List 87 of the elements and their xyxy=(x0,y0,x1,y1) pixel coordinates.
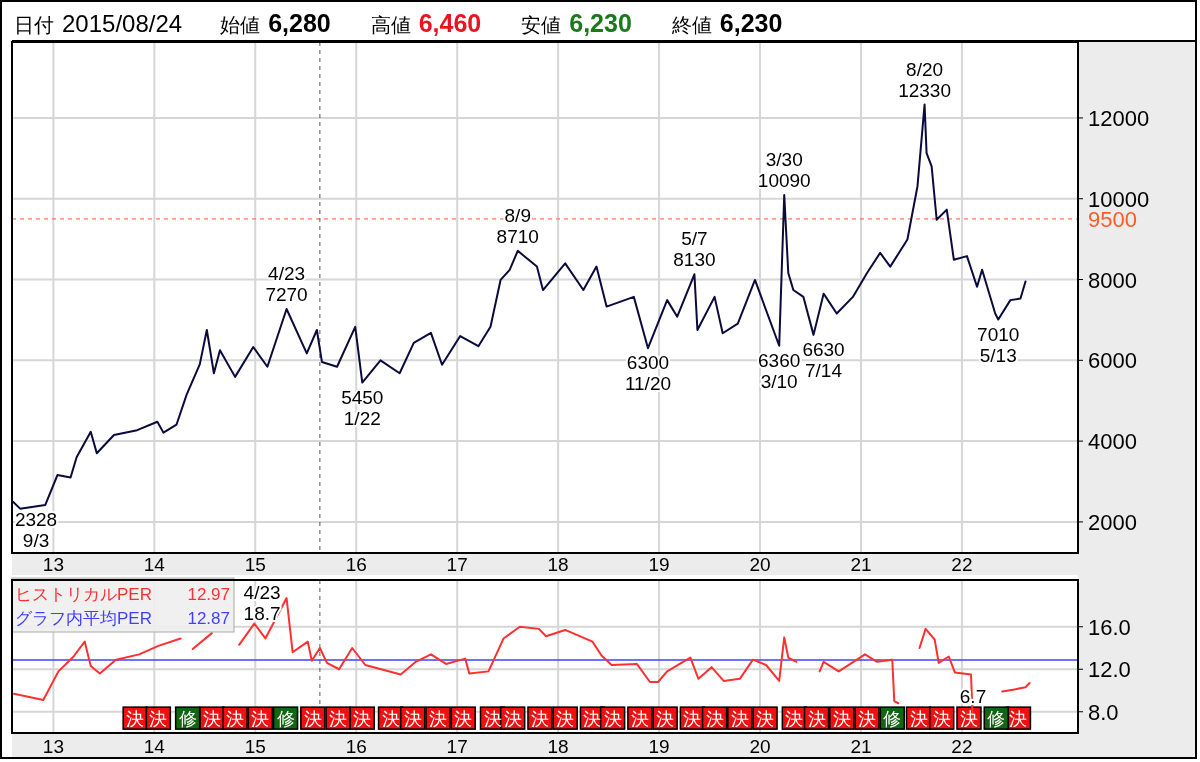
annotation: 決 xyxy=(556,709,575,730)
annotation: 決 xyxy=(858,709,877,730)
annotation: 修 xyxy=(987,709,1006,730)
annotation: 決 xyxy=(381,709,400,730)
text: 高値 xyxy=(370,14,411,36)
y-tick-label: 2000 xyxy=(1088,509,1137,535)
annotation: 決 xyxy=(959,709,978,730)
annotation: 7010 5/13 xyxy=(977,323,1020,366)
x-tick-label: 14 xyxy=(143,554,166,575)
annotation: 決 xyxy=(403,709,422,730)
y-tick-label: 6000 xyxy=(1088,348,1137,374)
text: 6,230 xyxy=(719,9,783,37)
y-tick-label: 16.0 xyxy=(1088,614,1131,640)
annotation: 決 xyxy=(530,709,549,730)
annotation: 5/7 8130 xyxy=(673,228,716,271)
x-tick-label: 18 xyxy=(547,736,569,757)
annotation: 決 xyxy=(730,709,749,730)
annotation: 決 xyxy=(807,709,826,730)
annotation: 決 xyxy=(656,709,675,730)
annotation: 決 xyxy=(1009,709,1028,730)
annotation: 決 xyxy=(932,709,951,730)
annotation: 決 xyxy=(226,709,245,730)
x-tick-label: 15 xyxy=(244,736,266,757)
annotation: 決 xyxy=(429,709,447,730)
x-tick-label: 16 xyxy=(345,736,367,757)
text: 終値 xyxy=(670,14,712,36)
x-tick-label: 16 xyxy=(345,554,367,575)
x-tick-label: 13 xyxy=(42,554,64,575)
annotation: 修 xyxy=(178,709,197,730)
text: 日付 xyxy=(14,14,54,36)
annotation: 4/23 7270 xyxy=(265,263,308,306)
x-tick-label: 15 xyxy=(244,554,266,575)
annotation: 決 xyxy=(251,709,270,730)
text: 6,280 xyxy=(268,9,331,37)
text: ヒストリカルPER xyxy=(15,585,152,604)
y-tick-label: 12.0 xyxy=(1088,657,1131,683)
y-tick-label: 8000 xyxy=(1088,267,1137,293)
text: 6,460 xyxy=(418,9,482,37)
y-tick-label: 8.0 xyxy=(1088,699,1119,725)
x-tick-label: 22 xyxy=(951,736,973,757)
y-tick-label: 4000 xyxy=(1088,429,1137,455)
annotation: 決 xyxy=(705,709,724,730)
x-tick-label: 20 xyxy=(749,554,771,575)
annotation: 6630 7/14 xyxy=(802,338,845,381)
text: 安値 xyxy=(521,14,562,36)
annotation: 6360 3/10 xyxy=(758,349,801,392)
annotation: 決 xyxy=(149,709,168,730)
annotation: 決 xyxy=(503,709,522,730)
x-tick-label: 19 xyxy=(648,736,670,757)
annotation: 決 xyxy=(126,709,145,730)
text: 2015/08/24 xyxy=(62,10,183,37)
x-tick-label: 13 xyxy=(42,736,64,757)
annotation: 修 xyxy=(276,709,295,730)
annotation: 決 xyxy=(202,709,221,730)
x-tick-label: 17 xyxy=(446,554,468,575)
text: 始値 xyxy=(220,14,261,36)
annotation: 決 xyxy=(329,709,348,730)
text: 6,230 xyxy=(569,9,632,37)
annotation: 8/9 8710 xyxy=(496,204,539,247)
annotation: 決 xyxy=(832,709,851,730)
x-tick-label: 21 xyxy=(850,554,872,575)
annotation: 3/30 10090 xyxy=(757,149,811,192)
ref-line-label: グラフ内平均PER xyxy=(15,609,152,628)
x-tick-label: 18 xyxy=(547,554,569,575)
x-tick-label: 19 xyxy=(648,554,670,575)
x-tick-label: 22 xyxy=(951,554,973,575)
x-tick-label: 14 xyxy=(143,736,166,757)
annotation: 決 xyxy=(603,709,622,730)
annotation: 12.97 xyxy=(187,585,230,604)
annotation: 決 xyxy=(785,709,804,730)
annotation: 12.87 xyxy=(187,609,230,628)
x-tick-label: 21 xyxy=(850,736,872,757)
annotation: 決 xyxy=(909,709,928,730)
x-tick-label: 20 xyxy=(749,736,771,757)
annotation: 2328 9/3 xyxy=(14,509,58,551)
annotation: 5450 1/22 xyxy=(341,386,384,429)
annotation: 8/20 12330 xyxy=(898,58,951,101)
x-tick-label: 17 xyxy=(446,736,468,757)
annotation: 決 xyxy=(683,709,702,730)
annotation: 修 xyxy=(883,709,902,730)
annotation: 決 xyxy=(756,709,775,730)
annotation: 決 xyxy=(303,709,322,730)
annotation: 決 xyxy=(353,709,372,730)
annotation: 6300 11/20 xyxy=(624,352,672,395)
annotation: 決 xyxy=(454,709,473,730)
y-tick-label: 12000 xyxy=(1088,105,1150,131)
annotation: 決 xyxy=(630,709,649,730)
